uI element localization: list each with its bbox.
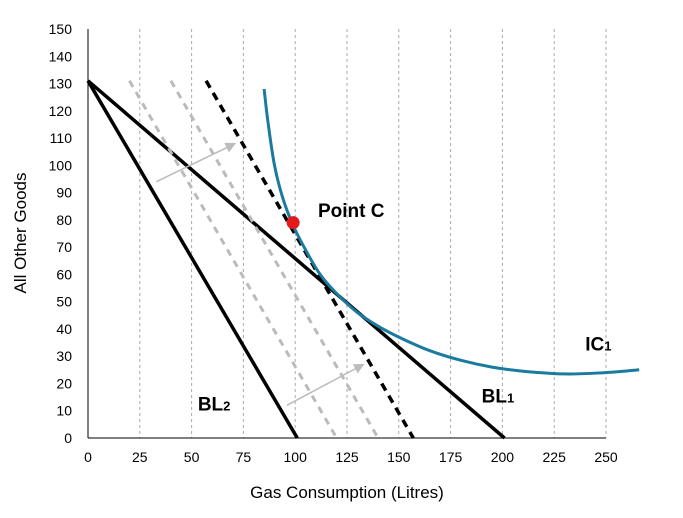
x-tick-labels: 0 25 50 75 100 125 150 175 200 225 250 bbox=[84, 449, 618, 465]
y-tick-label-100: 100 bbox=[49, 157, 73, 173]
x-tick-label-225: 225 bbox=[543, 449, 567, 465]
budget-lines bbox=[86, 79, 506, 440]
x-tick-label-125: 125 bbox=[335, 449, 359, 465]
bl2-line bbox=[86, 79, 299, 439]
shift2-line bbox=[169, 80, 380, 439]
point-c-label: Point C bbox=[318, 201, 385, 222]
x-tick-label-250: 250 bbox=[594, 449, 618, 465]
markers bbox=[286, 216, 300, 230]
y-tick-label-110: 110 bbox=[50, 130, 73, 146]
y-tick-label-90: 90 bbox=[56, 185, 72, 201]
ic1-curve bbox=[262, 88, 640, 376]
axes bbox=[87, 29, 606, 439]
point-c-marker bbox=[286, 216, 300, 230]
y-tick-label-50: 50 bbox=[56, 294, 72, 310]
y-tick-label-30: 30 bbox=[56, 348, 72, 364]
y-tick-label-40: 40 bbox=[56, 321, 72, 337]
bl1-line bbox=[86, 79, 506, 440]
y-tick-label-20: 20 bbox=[56, 375, 72, 391]
x-tick-label-175: 175 bbox=[439, 449, 463, 465]
shift-arrow-1 bbox=[156, 142, 237, 183]
y-tick-label-60: 60 bbox=[56, 266, 72, 282]
shift1-line bbox=[128, 80, 338, 439]
shift-arrows bbox=[156, 142, 365, 406]
grid bbox=[139, 29, 607, 438]
x-axis-label: Gas Consumption (Litres) bbox=[250, 483, 444, 502]
y-tick-labels: 0 10 20 30 40 50 60 70 80 90 100 110 120 130 140 150 bbox=[49, 21, 73, 446]
x-tick-label-200: 200 bbox=[491, 449, 515, 465]
x-tick-label-100: 100 bbox=[284, 449, 308, 465]
y-tick-label-120: 120 bbox=[49, 103, 73, 119]
bl1-label: BL1 bbox=[482, 387, 515, 408]
x-tick-label-75: 75 bbox=[236, 449, 252, 465]
y-tick-label-0: 0 bbox=[64, 430, 72, 446]
y-tick-label-10: 10 bbox=[56, 403, 72, 419]
indifference-curves bbox=[262, 88, 640, 376]
y-axis-label: All Other Goods bbox=[11, 173, 30, 294]
shift-arrow-2 bbox=[286, 363, 365, 406]
y-tick-label-70: 70 bbox=[56, 239, 72, 255]
ic1-label: IC1 bbox=[585, 335, 611, 356]
y-tick-label-130: 130 bbox=[49, 76, 73, 92]
y-tick-label-80: 80 bbox=[56, 212, 72, 228]
y-tick-label-140: 140 bbox=[49, 48, 73, 64]
bl2-label: BL2 bbox=[198, 395, 231, 416]
x-tick-label-150: 150 bbox=[387, 449, 411, 465]
x-tick-label-0: 0 bbox=[84, 449, 92, 465]
y-tick-label-150: 150 bbox=[49, 21, 73, 37]
x-tick-label-50: 50 bbox=[184, 449, 200, 465]
x-tick-label-25: 25 bbox=[132, 449, 148, 465]
